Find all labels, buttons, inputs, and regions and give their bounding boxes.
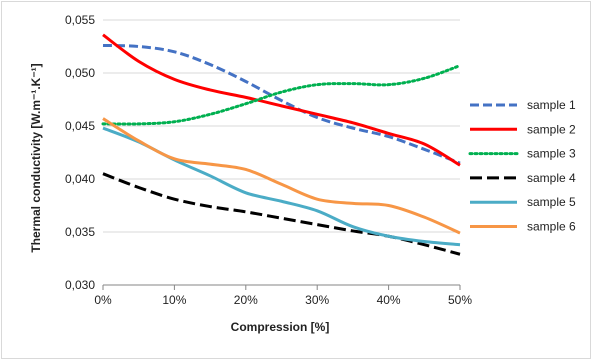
series-line-sample-3 bbox=[101, 64, 462, 126]
x-tick-label: 30% bbox=[305, 293, 329, 307]
x-tick-label: 40% bbox=[377, 293, 401, 307]
y-tick-label: 0,045 bbox=[65, 119, 95, 133]
x-tick-label: 0% bbox=[94, 293, 112, 307]
series-line-sample-5 bbox=[102, 126, 461, 247]
y-tick-label: 0,050 bbox=[65, 66, 95, 80]
series-line-sample-2 bbox=[102, 33, 461, 167]
y-tick-label: 0,035 bbox=[65, 225, 95, 239]
series-line-sample-1 bbox=[102, 43, 461, 165]
x-axis-ticks: 0% 10% 20% 30% 40% 50% bbox=[94, 285, 472, 307]
legend-label: sample 3 bbox=[527, 147, 576, 161]
y-tick-label: 0,040 bbox=[65, 172, 95, 186]
legend-label: sample 5 bbox=[527, 195, 576, 209]
legend-label: sample 4 bbox=[527, 171, 576, 185]
y-tick-label: 0,055 bbox=[65, 13, 95, 27]
series-line-sample-6 bbox=[102, 117, 461, 235]
gridlines bbox=[103, 19, 460, 233]
legend: sample 1 sample 2 sample 3 sample 4 sample 5… bbox=[468, 98, 576, 234]
x-tick-label: 50% bbox=[448, 293, 472, 307]
x-tick-label: 10% bbox=[162, 293, 186, 307]
legend-label: sample 2 bbox=[527, 122, 576, 136]
legend-label: sample 1 bbox=[527, 98, 576, 112]
legend-label: sample 6 bbox=[527, 220, 576, 234]
y-axis-title: Thermal conductivity [W.m⁻¹.K⁻¹] bbox=[29, 63, 43, 252]
y-axis-ticks: 0,030 0,035 0,040 0,045 0,050 0,055 bbox=[65, 13, 95, 292]
series-lines bbox=[101, 33, 462, 256]
x-tick-label: 20% bbox=[234, 293, 258, 307]
y-tick-label: 0,030 bbox=[65, 278, 95, 292]
x-axis-title: Compression [%] bbox=[231, 320, 330, 334]
